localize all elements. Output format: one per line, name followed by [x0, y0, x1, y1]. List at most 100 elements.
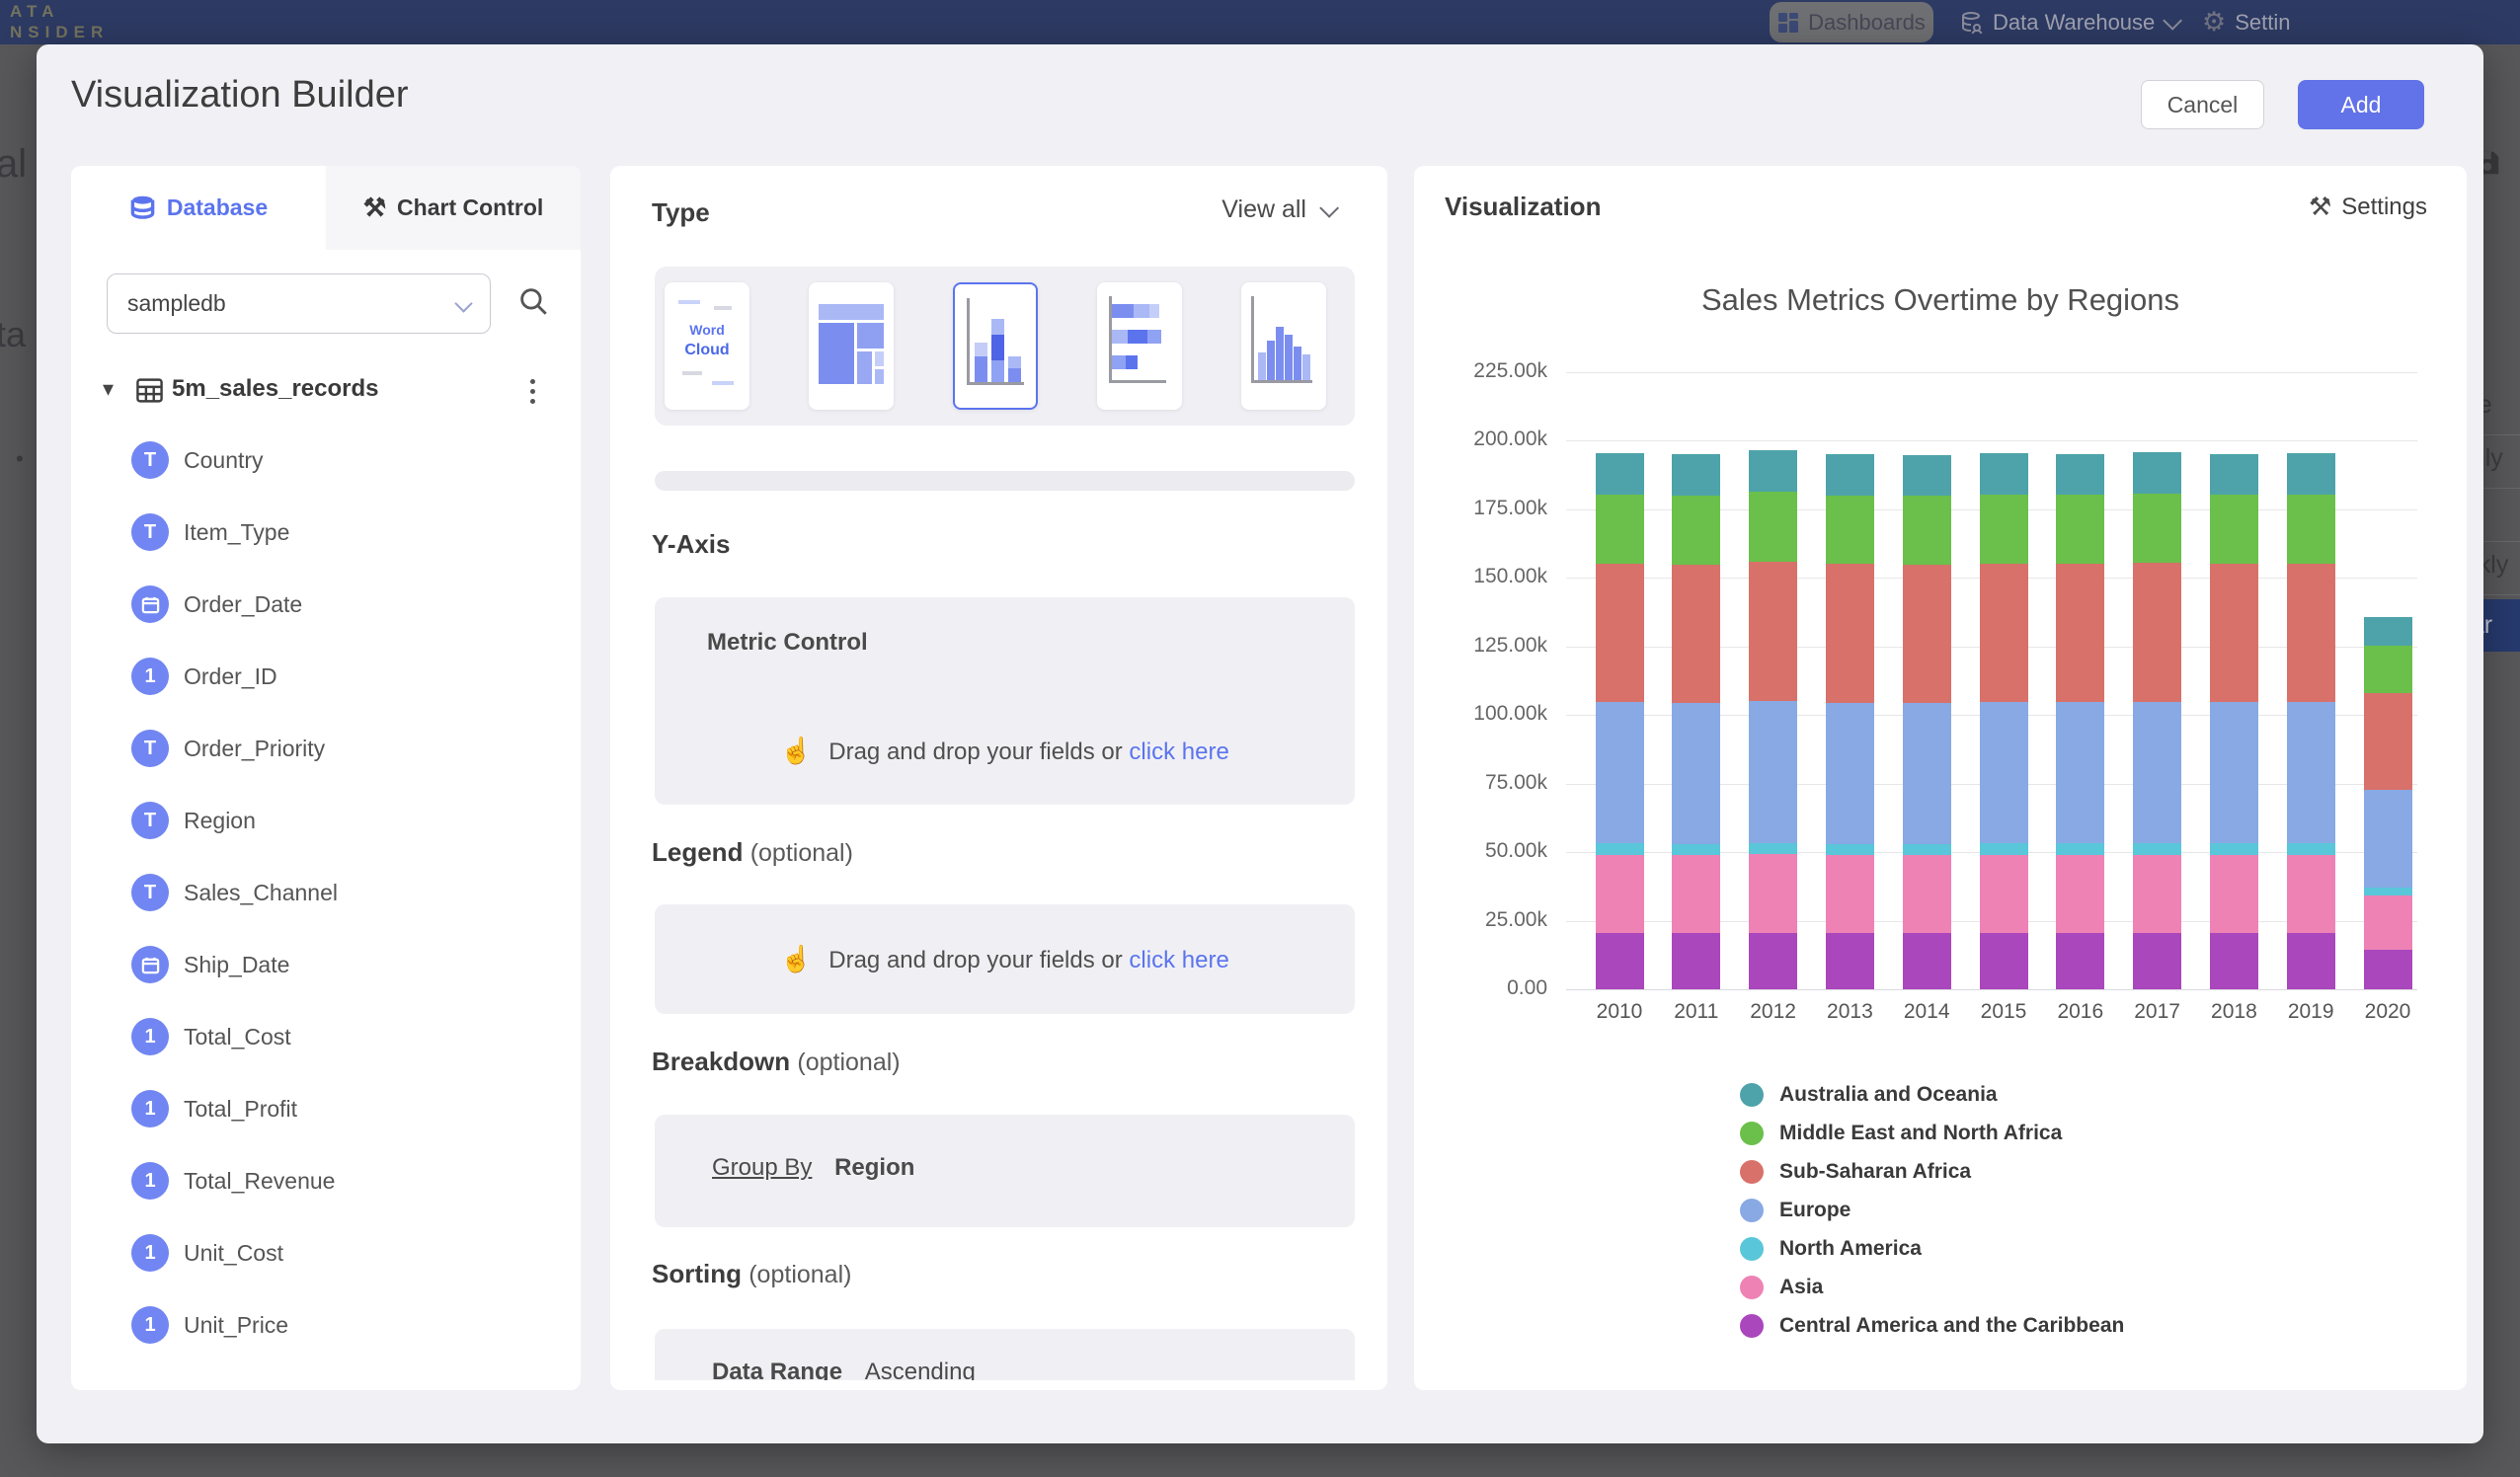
bar-segment[interactable]: [2133, 933, 2181, 989]
nav-settings[interactable]: ⚙ Settin: [2202, 0, 2290, 44]
chart-type-treemap[interactable]: [809, 282, 894, 410]
nav-dashboards[interactable]: Dashboards: [1770, 2, 1933, 42]
bar-segment[interactable]: [2056, 495, 2104, 564]
bar-segment[interactable]: [1980, 843, 2028, 854]
chart-type-stacked-column[interactable]: [953, 282, 1038, 410]
breakdown-dropzone[interactable]: Group By Region: [655, 1115, 1355, 1227]
bar-segment[interactable]: [2056, 702, 2104, 843]
bar-segment[interactable]: [2210, 564, 2258, 702]
bar-segment[interactable]: [1826, 855, 1874, 933]
bar-segment[interactable]: [2287, 564, 2335, 703]
bar-segment[interactable]: [1980, 933, 2028, 989]
bar-segment[interactable]: [1672, 844, 1720, 855]
bar-segment[interactable]: [2210, 933, 2258, 989]
chart-type-word-cloud[interactable]: Word Cloud: [665, 282, 749, 410]
bar-segment[interactable]: [2364, 950, 2412, 989]
legend-item[interactable]: North America: [1740, 1229, 1922, 1268]
bar-segment[interactable]: [2364, 693, 2412, 790]
bar-segment[interactable]: [1749, 933, 1797, 989]
bar-segment[interactable]: [2133, 855, 2181, 933]
nav-data-warehouse[interactable]: Data Warehouse: [1960, 0, 2177, 44]
legend-dropzone[interactable]: ☝ Drag and drop your fields or click her…: [655, 904, 1355, 1014]
bar-segment[interactable]: [1596, 933, 1644, 989]
bar-segment[interactable]: [2056, 933, 2104, 989]
bar-segment[interactable]: [2133, 494, 2181, 563]
bar-segment[interactable]: [1903, 844, 1951, 855]
bar-segment[interactable]: [1672, 454, 1720, 496]
bar-segment[interactable]: [2287, 843, 2335, 854]
group-by-row[interactable]: Group By Region: [712, 1154, 914, 1182]
bar-segment[interactable]: [1596, 843, 1644, 854]
database-select[interactable]: sampledb: [107, 273, 491, 334]
bar-segment[interactable]: [1826, 454, 1874, 496]
bar-segment[interactable]: [2287, 453, 2335, 495]
bar-segment[interactable]: [1903, 933, 1951, 989]
bar-segment[interactable]: [2364, 790, 2412, 889]
chart-type-histogram[interactable]: [1241, 282, 1326, 410]
tab-chart-control[interactable]: ⚒ Chart Control: [326, 166, 581, 250]
type-carousel-scrollbar[interactable]: [655, 471, 1355, 491]
bar-segment[interactable]: [1596, 855, 1644, 933]
bar-segment[interactable]: [1980, 702, 2028, 843]
bar-segment[interactable]: [2056, 855, 2104, 933]
bar-segment[interactable]: [2210, 855, 2258, 933]
bar-segment[interactable]: [2287, 855, 2335, 933]
field-item-country[interactable]: TCountry: [71, 436, 581, 484]
bar-segment[interactable]: [2056, 843, 2104, 854]
bar-segment[interactable]: [1596, 702, 1644, 843]
view-all-button[interactable]: View all: [1221, 195, 1334, 224]
bar-segment[interactable]: [1826, 933, 1874, 989]
bar-segment[interactable]: [2364, 895, 2412, 951]
bar-segment[interactable]: [1903, 565, 1951, 703]
field-item-order_id[interactable]: 1Order_ID: [71, 653, 581, 700]
bar-segment[interactable]: [1903, 703, 1951, 844]
legend-item[interactable]: Central America and the Caribbean: [1740, 1306, 2124, 1345]
bar-segment[interactable]: [1749, 854, 1797, 933]
bar-segment[interactable]: [2210, 843, 2258, 854]
field-item-total_profit[interactable]: 1Total_Profit: [71, 1085, 581, 1132]
field-item-order_priority[interactable]: TOrder_Priority: [71, 725, 581, 772]
bar-segment[interactable]: [1903, 496, 1951, 565]
field-item-item_type[interactable]: TItem_Type: [71, 508, 581, 556]
bar-segment[interactable]: [1980, 453, 2028, 495]
bar-segment[interactable]: [1596, 453, 1644, 495]
legend-item[interactable]: Asia: [1740, 1268, 1823, 1306]
bar-segment[interactable]: [2287, 495, 2335, 564]
bar-segment[interactable]: [2210, 495, 2258, 564]
metric-control-dropzone[interactable]: Metric Control ☝ Drag and drop your fiel…: [655, 597, 1355, 805]
bar-segment[interactable]: [1672, 703, 1720, 844]
field-item-total_revenue[interactable]: 1Total_Revenue: [71, 1157, 581, 1205]
bar-segment[interactable]: [2056, 564, 2104, 702]
bar-segment[interactable]: [1749, 701, 1797, 843]
table-kebab-menu[interactable]: [517, 371, 547, 411]
bar-segment[interactable]: [2210, 702, 2258, 843]
group-by-label[interactable]: Group By: [712, 1154, 812, 1181]
bar-segment[interactable]: [2056, 454, 2104, 496]
chart-settings-button[interactable]: ⚒ Settings: [2309, 192, 2427, 222]
click-here-link[interactable]: click here: [1129, 738, 1228, 765]
bar-segment[interactable]: [1596, 564, 1644, 703]
sorting-dropzone[interactable]: Data Range Ascending: [655, 1329, 1355, 1380]
chart-type-stacked-bar[interactable]: [1097, 282, 1182, 410]
bar-segment[interactable]: [1672, 855, 1720, 933]
tab-database[interactable]: Database: [71, 166, 326, 250]
bar-segment[interactable]: [2133, 563, 2181, 702]
bar-segment[interactable]: [1672, 933, 1720, 989]
bar-segment[interactable]: [1980, 495, 2028, 564]
bar-segment[interactable]: [2133, 843, 2181, 854]
search-icon[interactable]: [516, 284, 550, 323]
bar-segment[interactable]: [1903, 855, 1951, 933]
bar-segment[interactable]: [2364, 888, 2412, 894]
bar-segment[interactable]: [1826, 496, 1874, 565]
bar-segment[interactable]: [1672, 565, 1720, 703]
bar-segment[interactable]: [1749, 843, 1797, 854]
bar-segment[interactable]: [1826, 703, 1874, 844]
field-item-total_cost[interactable]: 1Total_Cost: [71, 1013, 581, 1060]
cancel-button[interactable]: Cancel: [2141, 80, 2264, 129]
click-here-link[interactable]: click here: [1129, 947, 1228, 973]
field-item-sales_channel[interactable]: TSales_Channel: [71, 869, 581, 916]
field-item-order_date[interactable]: Order_Date: [71, 581, 581, 628]
bar-segment[interactable]: [1826, 564, 1874, 702]
bar-segment[interactable]: [1596, 495, 1644, 564]
bar-segment[interactable]: [1980, 564, 2028, 703]
